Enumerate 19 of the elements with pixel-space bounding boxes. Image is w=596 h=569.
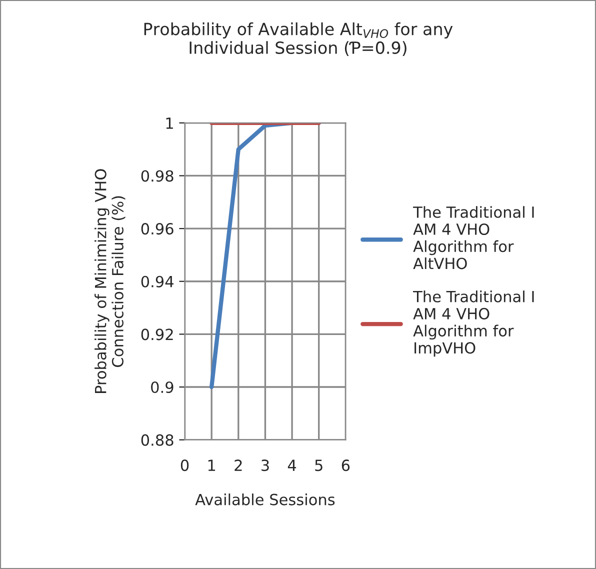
x-axis-title: Available Sessions (195, 494, 335, 506)
legend-label: The Traditional I AM 4 VHO Algorithm for AltVHO (413, 206, 534, 270)
y-tick-label: 1 (166, 118, 173, 129)
x-tick-label: 2 (234, 460, 242, 471)
x-tick-label: 0 (180, 460, 189, 472)
y-tick-label: 0.88 (141, 434, 174, 446)
x-tick-label: 5 (315, 460, 322, 472)
legend-label: The Traditional I AM 4 VHO Algorithm for ImpVHO (413, 290, 534, 357)
y-axis-title: Probability of Minimizing VHO Connection Failure (%) (94, 169, 126, 393)
x-tick-label: 1 (208, 460, 216, 471)
y-tick-label: 0.9 (151, 381, 174, 394)
y-tick-label: 0.94 (141, 276, 174, 288)
y-tick-label: 0.92 (141, 328, 173, 340)
x-tick-label: 6 (342, 460, 350, 472)
x-tick-label: 4 (288, 460, 296, 471)
x-tick-label: 3 (262, 460, 269, 472)
y-tick-label: 0.98 (141, 170, 174, 182)
y-tick-label: 0.96 (141, 223, 174, 235)
chart-title: Probability of Available Alt$_{VHO}$ for any Individual Session (Ƥ=0.9) (144, 22, 453, 56)
